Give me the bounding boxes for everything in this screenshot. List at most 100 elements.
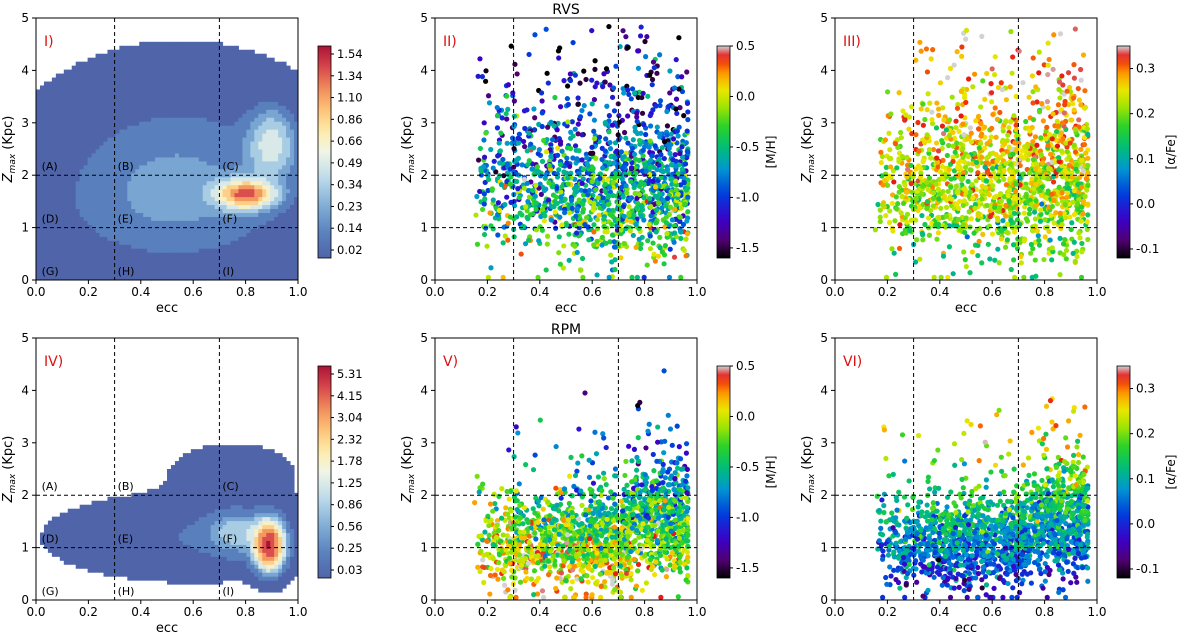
density-cell (167, 53, 172, 59)
density-cell (210, 276, 216, 280)
data-point (579, 107, 585, 114)
density-cell (266, 61, 271, 67)
data-point (491, 158, 497, 164)
density-cell (226, 228, 232, 233)
density-cell (270, 196, 275, 202)
density-cell (75, 69, 81, 75)
density-cell (234, 152, 239, 158)
density-cell (258, 252, 263, 257)
density-cell (174, 180, 180, 186)
density-cell (47, 264, 53, 269)
density-cell (270, 152, 275, 158)
density-cell (230, 240, 235, 245)
density-cell (91, 152, 97, 158)
density-cell (67, 113, 73, 118)
density-cell (107, 228, 112, 233)
density-cell (39, 129, 45, 134)
density-cell (155, 220, 160, 225)
density-cell (111, 200, 116, 206)
density-cell (167, 244, 172, 249)
density-cell (59, 252, 65, 257)
density-cell (87, 57, 93, 63)
density-cell (163, 57, 168, 63)
density-cell (178, 65, 184, 71)
data-point (658, 174, 664, 181)
density-cell (246, 105, 251, 110)
density-cell (266, 141, 271, 146)
density-cell (258, 220, 263, 225)
density-cell (75, 101, 81, 106)
density-cell (111, 65, 116, 71)
data-point (568, 145, 574, 152)
density-cell (282, 208, 287, 214)
density-cell (159, 204, 164, 210)
data-point (515, 140, 522, 146)
density-cell (174, 272, 180, 277)
density-cell (111, 176, 116, 182)
density-cell (47, 220, 53, 225)
density-cell (178, 53, 184, 59)
density-cell (155, 192, 160, 198)
density-cell (36, 276, 41, 280)
density-cell (43, 264, 49, 269)
density-cell (87, 272, 93, 277)
density-cell (87, 252, 93, 257)
density-cell (210, 232, 216, 237)
density-cell (115, 216, 120, 221)
data-point (642, 38, 648, 45)
density-cell (127, 192, 132, 198)
density-cell (39, 121, 45, 126)
data-point (591, 96, 598, 103)
density-cell (87, 113, 93, 118)
density-cell (103, 220, 108, 225)
density-cell (87, 160, 93, 166)
data-point (526, 51, 532, 58)
density-cell (167, 152, 172, 158)
density-cell (123, 137, 128, 142)
density-cell (246, 224, 251, 229)
density-cell (99, 200, 104, 206)
density-cell (123, 240, 128, 245)
density-cell (63, 125, 69, 130)
density-cell (55, 125, 61, 130)
density-cell (55, 133, 61, 138)
data-point (548, 142, 554, 148)
density-cell (75, 232, 81, 237)
density-cell (262, 133, 267, 138)
density-cell (59, 137, 65, 142)
density-cell (246, 133, 251, 138)
density-cell (254, 69, 259, 75)
density-cell (39, 192, 45, 198)
density-cell (167, 93, 172, 98)
density-cell (222, 89, 228, 94)
density-cell (95, 125, 101, 130)
density-cell (51, 236, 57, 241)
density-cell (214, 113, 220, 118)
density-cell (55, 272, 61, 277)
density-cell (190, 121, 196, 126)
density-cell (143, 117, 148, 122)
density-cell (91, 252, 97, 257)
density-cell (159, 81, 164, 86)
density-cell (226, 129, 232, 134)
density-cell (47, 160, 53, 166)
density-cell (270, 69, 275, 75)
density-cell (167, 268, 172, 273)
data-point (607, 82, 613, 88)
density-cell (190, 141, 196, 146)
density-cell (286, 73, 291, 79)
density-cell (155, 77, 160, 83)
density-cell (182, 196, 188, 202)
density-cell (67, 117, 73, 122)
density-cell (67, 216, 73, 221)
density-cell (143, 224, 148, 229)
density-cell (230, 53, 235, 59)
density-cell (71, 216, 77, 221)
density-cell (222, 160, 228, 166)
density-cell (226, 168, 232, 174)
density-cell (282, 236, 287, 241)
data-point (580, 201, 586, 207)
density-cell (91, 268, 97, 273)
density-cell (170, 156, 176, 162)
density-cell (107, 65, 112, 71)
